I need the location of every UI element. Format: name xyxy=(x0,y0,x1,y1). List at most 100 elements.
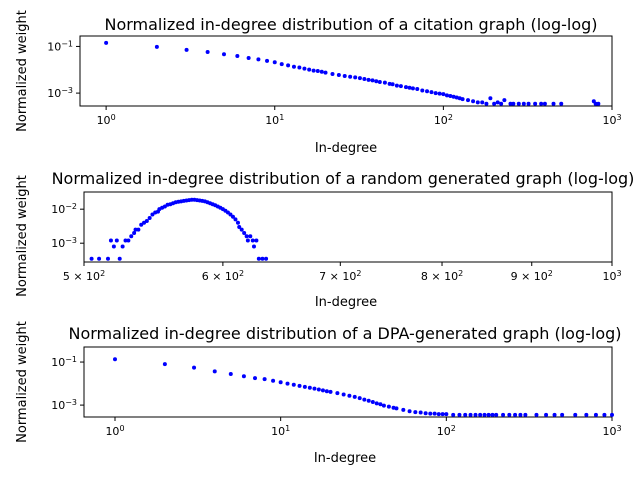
data-point xyxy=(428,411,433,416)
data-point xyxy=(132,230,137,235)
data-point xyxy=(286,63,291,68)
data-point xyxy=(475,100,480,105)
data-point xyxy=(362,77,367,82)
tick-label: 10−2 xyxy=(51,202,77,217)
data-point xyxy=(501,412,506,417)
data-point xyxy=(521,101,526,106)
data-point xyxy=(139,222,144,227)
chart-title: Normalized in-degree distribution of a D… xyxy=(69,324,622,343)
data-point xyxy=(432,411,437,416)
data-point xyxy=(488,96,493,101)
data-point xyxy=(436,412,441,417)
data-point xyxy=(466,98,471,103)
data-point xyxy=(494,412,499,417)
data-point xyxy=(264,256,269,261)
tick-label: 103 xyxy=(602,269,621,284)
data-point xyxy=(253,376,257,381)
data-point xyxy=(330,71,335,76)
data-point xyxy=(285,381,290,386)
data-point xyxy=(444,93,449,98)
data-point xyxy=(319,69,324,74)
data-point xyxy=(366,77,371,82)
data-point xyxy=(433,91,438,96)
data-point xyxy=(366,398,371,403)
data-point xyxy=(342,74,347,79)
data-points xyxy=(104,40,601,106)
x-axis-ticks: 100 101 102 103 xyxy=(97,106,622,127)
tick-label: 102 xyxy=(434,113,453,128)
data-point xyxy=(323,70,328,75)
data-point xyxy=(256,256,261,261)
tick-label: 10−3 xyxy=(47,86,73,101)
data-point xyxy=(596,101,601,106)
y-axis-ticks: 10−1 10−3 xyxy=(47,39,80,100)
data-point xyxy=(511,101,516,106)
data-point xyxy=(407,85,412,90)
data-point xyxy=(507,412,512,417)
tick-label: 100 xyxy=(105,424,124,439)
data-point xyxy=(382,80,387,85)
data-point xyxy=(502,98,507,103)
data-point xyxy=(486,412,491,417)
data-point xyxy=(248,234,253,239)
data-point xyxy=(441,92,446,97)
data-point xyxy=(230,214,235,219)
data-point xyxy=(312,386,317,391)
data-point xyxy=(341,392,346,397)
data-point xyxy=(394,406,399,411)
plot-frame xyxy=(79,35,613,107)
subplot-dpa: Normalized in-degree distribution of a D… xyxy=(15,321,622,466)
data-point xyxy=(468,412,473,417)
data-point xyxy=(370,78,375,83)
y-axis-ticks: 10−1 10−3 xyxy=(51,355,84,413)
data-point xyxy=(136,227,141,232)
data-point xyxy=(584,412,589,417)
subplot-random: Normalized in-degree distribution of a r… xyxy=(15,169,634,310)
data-point xyxy=(460,97,465,102)
data-point xyxy=(147,216,152,221)
data-point xyxy=(260,256,265,261)
data-point xyxy=(401,407,406,412)
data-point xyxy=(239,227,244,232)
tick-label: 10−1 xyxy=(51,355,77,370)
data-point xyxy=(418,410,423,415)
tick-label: 8 × 102 xyxy=(421,269,463,284)
data-point xyxy=(144,218,149,223)
data-point xyxy=(407,409,412,414)
data-point xyxy=(437,91,442,96)
data-point xyxy=(105,256,110,261)
data-point xyxy=(320,388,325,393)
data-point xyxy=(473,412,478,417)
tick-label: 102 xyxy=(437,424,456,439)
tick-label: 10−3 xyxy=(51,398,77,413)
data-point xyxy=(394,83,399,88)
data-point xyxy=(241,374,246,379)
tick-label: 101 xyxy=(265,113,284,128)
data-point xyxy=(374,79,379,84)
data-point xyxy=(362,397,367,402)
tick-label: 6 × 102 xyxy=(202,269,244,284)
data-point xyxy=(192,365,197,370)
data-point xyxy=(112,357,117,362)
data-point xyxy=(307,385,312,390)
data-point xyxy=(490,412,495,417)
data-points xyxy=(112,357,614,417)
data-point xyxy=(278,380,283,385)
data-point xyxy=(262,377,267,382)
chart-title: Normalized in-degree distribution of a r… xyxy=(52,169,635,188)
data-point xyxy=(403,85,408,90)
data-point xyxy=(279,62,284,67)
data-point xyxy=(352,394,357,399)
data-point xyxy=(357,76,362,81)
data-point xyxy=(386,404,391,409)
data-point xyxy=(347,393,352,398)
chart-title: Normalized in-degree distribution of a c… xyxy=(104,15,597,34)
data-point xyxy=(111,244,116,249)
data-point xyxy=(297,383,302,388)
data-point xyxy=(425,89,430,94)
tick-label: 103 xyxy=(602,113,621,128)
tick-label: 10−1 xyxy=(47,39,73,54)
tick-label: 103 xyxy=(602,424,621,439)
